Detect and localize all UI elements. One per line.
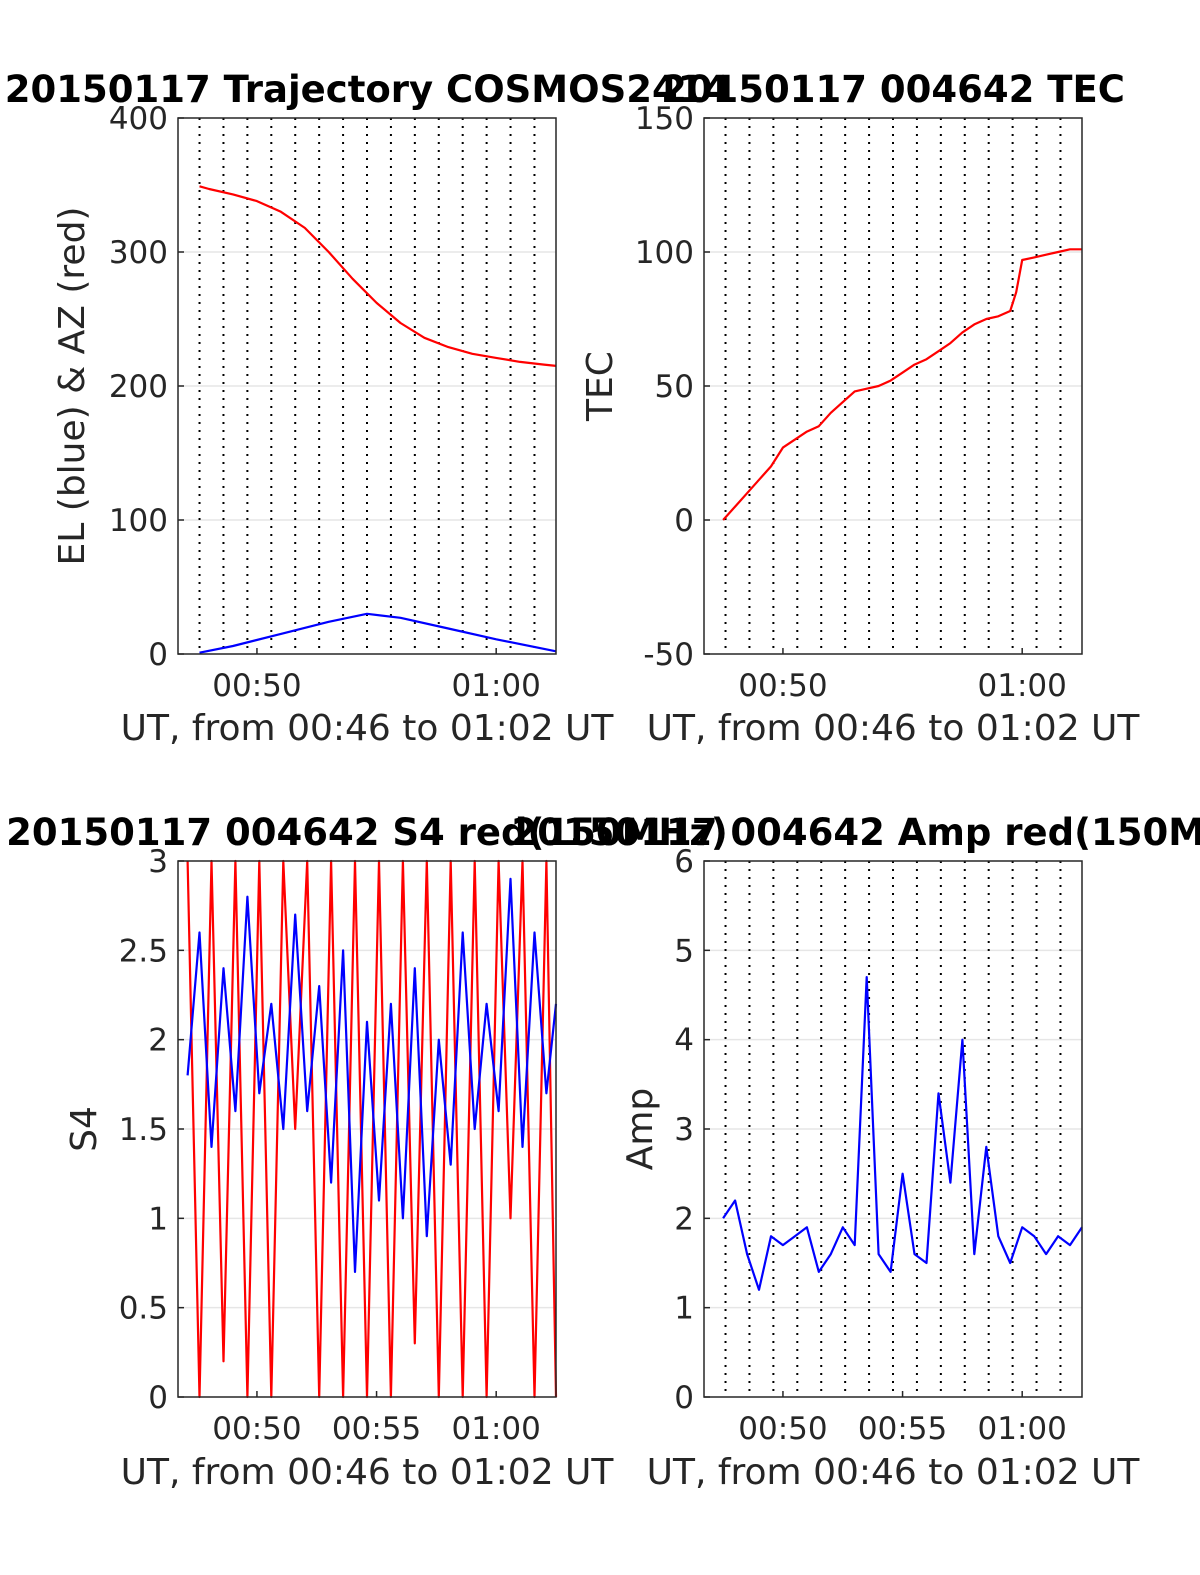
tec-ytick-label: -50 <box>643 637 694 673</box>
trajectory-xlabel: UT, from 00:46 to 01:02 UT <box>121 708 615 749</box>
trajectory-xtick-label: 01:00 <box>452 668 541 704</box>
amp-ytick-label: 1 <box>674 1291 694 1327</box>
s4-xtick-label: 01:00 <box>452 1411 541 1447</box>
s4-ytick-label: 1 <box>148 1201 168 1237</box>
s4-series-s4-red-line <box>186 859 558 1399</box>
amp-xlabel: UT, from 00:46 to 01:02 UT <box>647 1452 1141 1493</box>
tec-xtick-label: 01:00 <box>978 668 1067 704</box>
trajectory-ytick-label: 400 <box>109 101 168 137</box>
tec-panel: -50 0 50 100 150 00:50 01:00 20150117 004642 T… <box>580 68 1140 749</box>
amp-xtick-label: 00:55 <box>858 1411 947 1447</box>
amp-xtick-label: 00:50 <box>738 1411 827 1447</box>
tec-ytick-label: 0 <box>674 503 694 539</box>
amp-ytick-label: 3 <box>674 1112 694 1148</box>
tec-ytick-label: 50 <box>655 369 694 405</box>
tec-series-tec-line <box>722 248 1082 521</box>
s4-ytick-label: 1.5 <box>119 1112 168 1148</box>
tec-xlabel: UT, from 00:46 to 01:02 UT <box>647 708 1141 749</box>
amp-ytick-label: 6 <box>674 844 694 880</box>
trajectory-ytick-label: 200 <box>109 369 168 405</box>
trajectory-title: 20150117 Trajectory COSMOS2414 <box>5 68 729 111</box>
tec-title: 20150117 004642 TEC <box>661 68 1125 111</box>
s4-ytick-label: 3 <box>148 844 168 880</box>
trajectory-ytick-label: 0 <box>148 637 168 673</box>
tec-ytick-label: 150 <box>635 101 694 137</box>
amp-ytick-label: 2 <box>674 1201 694 1237</box>
amp-panel: 0 1 2 3 4 5 6 00:50 00:55 01:00 20150117 004642 A… <box>512 811 1200 1493</box>
s4-ytick-label: 2.5 <box>119 933 168 969</box>
amp-series-amp-line <box>722 975 1083 1291</box>
trajectory-panel: 0 100 200 300 400 00:50 01:00 20150117 Traject… <box>5 68 729 749</box>
trajectory-series-el-line <box>199 612 557 654</box>
trajectory-ylabel: EL (blue) & AZ (red) <box>52 207 93 566</box>
tec-ytick-label: 100 <box>635 235 694 271</box>
trajectory-ytick-label: 300 <box>109 235 168 271</box>
amp-ylabel: Amp <box>620 1088 661 1171</box>
s4-series-s4-blue-line <box>186 877 558 1274</box>
trajectory-series-az-line <box>199 185 557 367</box>
s4-xtick-label: 00:50 <box>212 1411 301 1447</box>
amp-ytick-label: 4 <box>674 1023 694 1059</box>
s4-panel: 0 0.5 1 1.5 2 2.5 3 00:50 00:55 01:00 20150117 00… <box>6 811 728 1493</box>
tec-xtick-label: 00:50 <box>738 668 827 704</box>
s4-xtick-label: 00:55 <box>332 1411 421 1447</box>
s4-title: 20150117 004642 S4 red(150MHz) <box>6 811 728 854</box>
amp-ytick-label: 0 <box>674 1380 694 1416</box>
amp-ytick-label: 5 <box>674 933 694 969</box>
amp-xtick-label: 01:00 <box>978 1411 1067 1447</box>
s4-ytick-label: 0.5 <box>119 1291 168 1327</box>
s4-ytick-label: 0 <box>148 1380 168 1416</box>
tec-ylabel: TEC <box>580 351 621 422</box>
s4-ytick-label: 2 <box>148 1023 168 1059</box>
trajectory-xtick-label: 00:50 <box>212 668 301 704</box>
s4-xlabel: UT, from 00:46 to 01:02 UT <box>121 1452 615 1493</box>
amp-title: 20150117 004642 Amp red(150MHz) <box>512 811 1200 854</box>
trajectory-ytick-label: 100 <box>109 503 168 539</box>
s4-ylabel: S4 <box>64 1106 105 1152</box>
